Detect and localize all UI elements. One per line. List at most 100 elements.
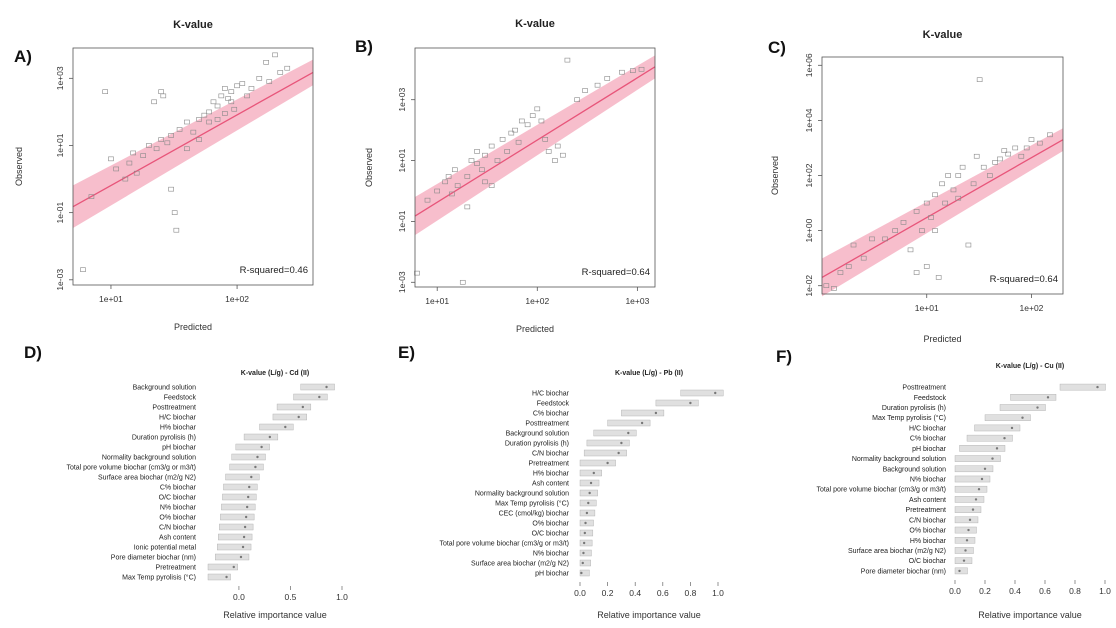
data-point	[892, 228, 899, 233]
importance-point	[592, 471, 595, 475]
panel-title: K-value	[515, 18, 555, 30]
x-tick-label: 1.0	[712, 588, 724, 598]
x-axis-label: Predicted	[174, 322, 212, 332]
importance-point	[585, 511, 589, 515]
variable-label: O/C biochar	[532, 531, 570, 538]
importance-bar	[276, 403, 312, 411]
variable-label: H/C biochar	[909, 425, 947, 432]
x-tick-label: 0.0	[949, 586, 961, 596]
data-point	[831, 286, 837, 291]
y-tick-label: 1e+06	[804, 53, 814, 77]
importance-bar	[215, 553, 250, 561]
importance-bar	[607, 419, 651, 427]
variable-label: Max Temp pyrolisis (°C)	[872, 414, 946, 422]
data-point	[928, 215, 934, 220]
y-tick-label: 1e+01	[55, 133, 65, 157]
x-tick-label: 0.8	[1069, 586, 1081, 596]
regression-line	[414, 66, 656, 217]
importance-bar	[954, 475, 991, 483]
data-point	[488, 183, 495, 188]
x-tick-label: 1e+01	[915, 303, 939, 313]
data-point	[545, 149, 552, 154]
importance-bar	[954, 465, 994, 473]
data-point	[239, 81, 246, 86]
importance-bar	[579, 549, 592, 557]
data-point	[1028, 137, 1035, 142]
x-tick-label: 0.5	[285, 592, 297, 602]
importance-point	[582, 541, 586, 545]
importance-point	[617, 451, 620, 455]
importance-point	[581, 561, 584, 565]
importance-bar	[954, 506, 982, 513]
data-point	[955, 173, 962, 178]
variable-label: O% biochar	[909, 528, 946, 535]
importance-bar	[222, 493, 257, 501]
r-squared-annotation: R-squared=0.64	[582, 267, 650, 278]
data-point	[959, 164, 966, 170]
data-point	[122, 176, 129, 182]
panel-label: F)	[776, 347, 792, 366]
importance-point	[260, 445, 263, 449]
importance-bar	[300, 383, 335, 391]
importance-point	[983, 467, 987, 470]
importance-point	[980, 477, 984, 481]
importance-point	[232, 565, 235, 569]
data-point	[945, 173, 951, 178]
data-point	[518, 118, 525, 124]
y-tick-label: 1e+01	[397, 148, 407, 172]
variable-label: H% biochar	[910, 538, 947, 545]
data-point	[1018, 153, 1025, 159]
data-point	[629, 68, 636, 73]
data-point	[524, 122, 531, 128]
panel-title: K-value	[173, 19, 213, 31]
data-point	[272, 52, 278, 58]
x-axis-label: Relative importance value	[597, 610, 701, 620]
y-tick-label: 1e+03	[55, 66, 65, 90]
data-point	[222, 111, 228, 116]
importance-bar	[231, 453, 266, 461]
importance-point	[318, 395, 321, 399]
y-tick-label: 1e-01	[397, 210, 407, 232]
variable-label: Feedstock	[164, 395, 197, 402]
data-point	[1005, 151, 1012, 157]
panel-label: B)	[355, 37, 373, 56]
data-point	[256, 76, 263, 81]
variable-label: O% biochar	[532, 521, 569, 528]
data-point	[214, 117, 221, 122]
variable-label: Total pore volume biochar (cm3/g or m3/t…	[816, 487, 946, 494]
data-point	[284, 65, 291, 71]
importance-point	[243, 525, 247, 529]
data-point	[196, 137, 202, 142]
importance-bar	[579, 519, 594, 527]
data-point	[494, 158, 501, 163]
importance-point	[256, 455, 259, 459]
data-point	[564, 57, 571, 63]
data-point	[907, 247, 914, 253]
data-point	[499, 136, 506, 142]
data-point	[468, 158, 475, 163]
data-point	[474, 161, 480, 166]
data-point	[248, 86, 255, 91]
panel-label: D)	[24, 343, 42, 362]
scatter-panel-3: C) K-value 1e+01 1e+02 1e-02 1e+00 1e+02 1e+04 1…	[768, 29, 1064, 344]
data-point	[913, 270, 920, 275]
y-tick-label: 1e+02	[804, 163, 814, 187]
data-point	[823, 283, 830, 289]
variable-label: Pore diameter biochar (nm)	[861, 568, 946, 575]
variable-label: Background solution	[883, 466, 947, 473]
importance-bar	[293, 393, 328, 401]
data-point	[201, 112, 208, 118]
data-point	[538, 118, 545, 124]
variable-label: pH biochar	[912, 446, 947, 453]
data-point	[619, 69, 625, 75]
importance-point	[254, 465, 257, 469]
importance-point	[268, 435, 272, 439]
data-point	[206, 109, 212, 115]
x-tick-label: 0.2	[979, 586, 991, 596]
importance-point	[582, 551, 585, 555]
importance-bar	[954, 516, 979, 524]
importance-point	[627, 431, 630, 435]
importance-point	[689, 401, 692, 405]
variable-label: C% biochar	[160, 485, 197, 492]
